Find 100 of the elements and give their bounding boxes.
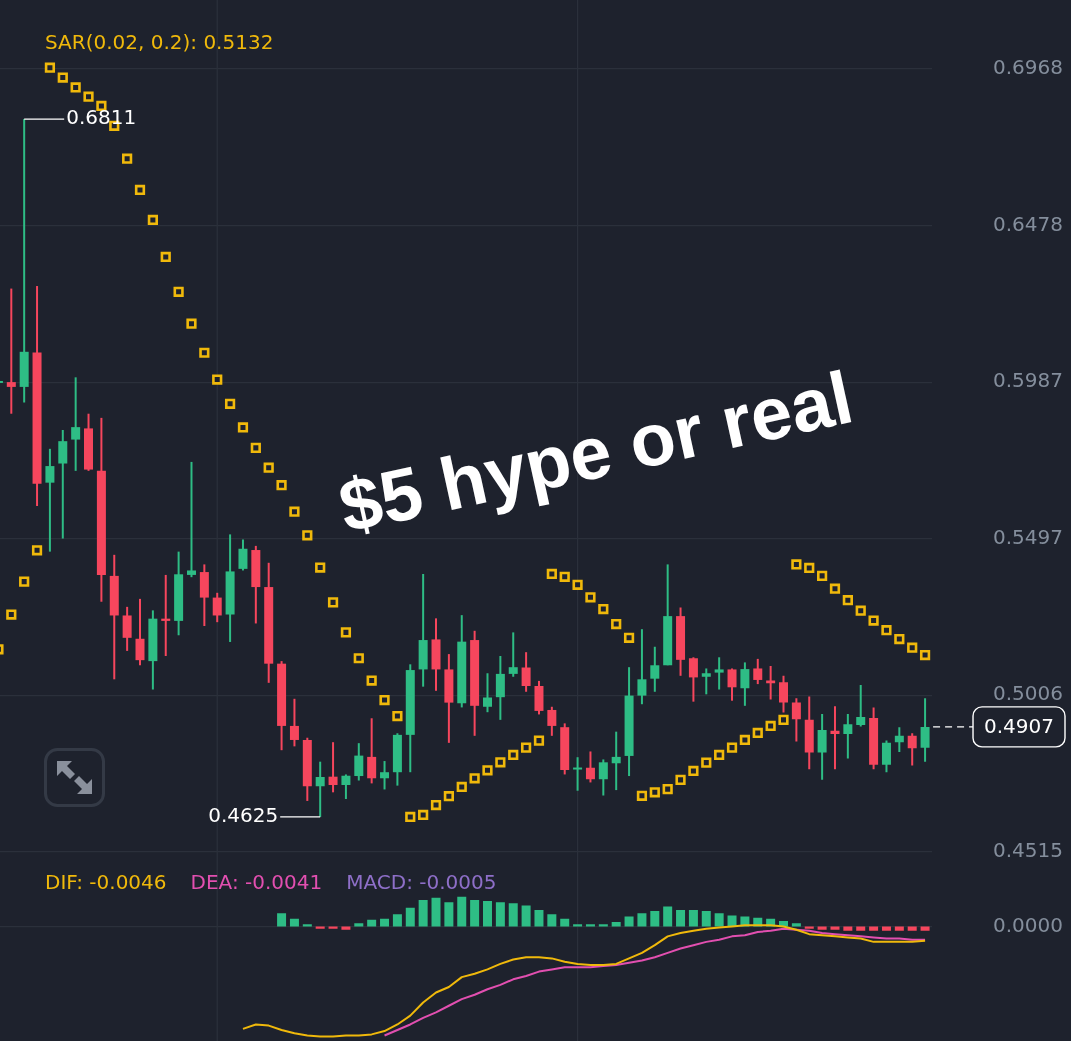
bar [405,907,415,927]
candlestick [650,645,660,693]
bar [457,896,467,927]
candlestick [547,705,557,737]
candlestick [508,631,518,678]
candlestick [521,651,531,693]
bar [920,926,930,931]
y-tick-label: 0.4515 [993,838,1063,863]
bar [470,900,480,927]
bar [418,900,428,927]
bar [869,926,879,931]
candlestick [637,628,647,706]
bar [611,922,621,927]
candlestick [289,697,299,748]
candlestick [238,538,248,572]
bar [701,911,711,927]
candlestick [753,657,763,686]
candlestick [920,697,930,763]
bar [573,924,583,927]
text: DIF: -0.0046 [45,870,167,895]
bar [341,926,351,930]
candlestick [367,717,377,785]
bar [483,901,492,927]
bar [521,905,531,927]
bar [881,926,891,931]
y-tick-label: 0.5006 [993,681,1063,706]
candlestick [894,726,904,754]
candlestick [19,118,29,404]
candlestick [611,730,621,792]
bar [547,914,557,927]
candlestick [907,732,917,767]
bar [585,924,595,927]
bar [302,924,312,927]
candlestick [186,460,196,579]
candlestick [45,447,55,553]
candlestick [58,429,68,540]
bar [508,903,518,927]
bar [315,926,325,929]
candlestick [830,705,840,771]
candlestick [6,287,16,415]
bar [367,919,377,927]
bar [444,902,454,927]
candlestick [354,742,364,782]
annotation: 0.4625 [208,803,279,828]
bar [663,906,673,927]
candlestick [791,697,801,743]
candlestick [779,674,789,714]
candlestick [856,684,866,728]
bar [804,926,814,929]
bar [714,913,724,927]
annotation: 0.6811 [66,105,137,130]
bar [830,926,840,930]
bar [431,897,441,927]
candlestick [598,758,608,797]
candlestick [701,667,711,696]
bar [791,923,801,927]
series-label: SAR(0.02, 0.2): 0.5132 [45,30,274,55]
candlestick [135,597,145,667]
bar [688,909,698,927]
candlestick [483,672,492,714]
candlestick [843,713,853,760]
y-tick-label: 0.6968 [993,55,1063,80]
bar [894,926,904,931]
bar [277,913,287,927]
annotation: $5 hype or real [331,355,860,549]
bar [843,926,853,931]
y-tick-label: 0.5987 [993,368,1063,393]
bar [289,918,299,927]
candlestick [740,661,750,707]
bar [598,924,608,927]
bar [676,909,686,927]
bar [534,909,544,927]
bar [495,902,505,927]
candlestick [714,656,724,691]
bar [817,926,827,930]
text: DEA: -0.0041 [190,870,323,895]
bar [560,918,570,927]
candlestick [585,750,595,784]
bar [637,913,647,927]
candlestick [71,376,81,472]
bar [328,926,338,929]
bar [354,923,364,927]
y-tick-label: 0.6478 [993,211,1063,236]
text: 0.0000 [993,912,1063,937]
candlestick [495,655,505,721]
bar [624,916,634,927]
candlestick [315,760,325,818]
bar [907,926,917,931]
candlestick [380,760,390,791]
bar [856,926,866,931]
candlestick [161,573,171,658]
bar [380,918,390,927]
ref-line-label: 0.4907 [984,714,1054,739]
candlestick [573,756,583,792]
candlestick [341,773,351,801]
candlestick [817,713,827,781]
candlestick [881,739,891,774]
bar [650,911,660,927]
candlestick [212,591,222,624]
y-tick-label: 0.5497 [993,524,1063,549]
